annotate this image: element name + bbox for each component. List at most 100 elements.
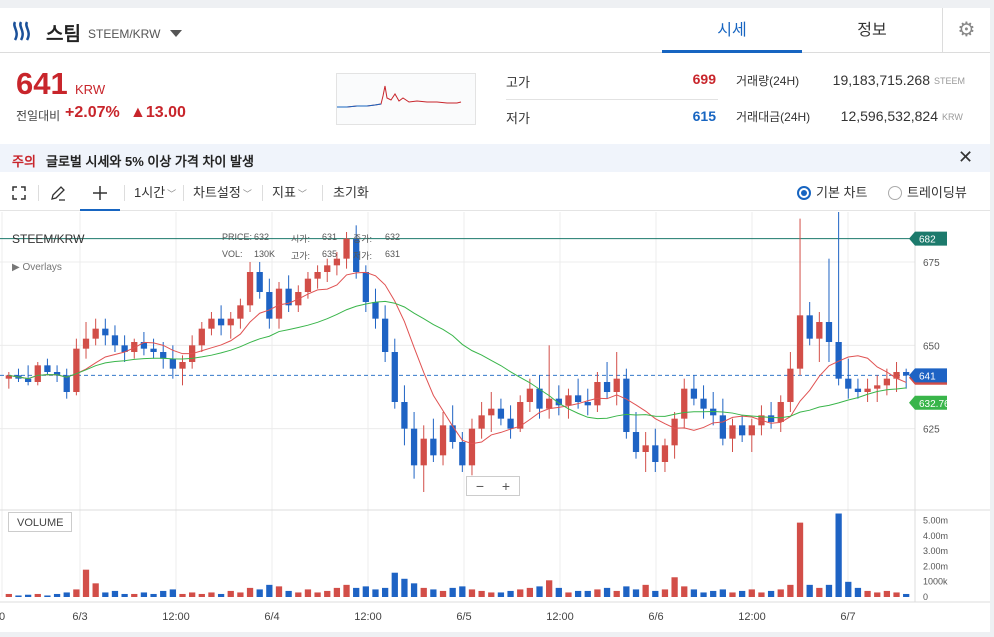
toolbar-divider [124, 185, 125, 201]
high-value: 699 [692, 71, 716, 87]
overlays-toggle[interactable]: ▶ Overlays [12, 262, 62, 273]
volume-bar [671, 577, 678, 597]
volume-bar [140, 592, 148, 597]
volume-bar [468, 589, 476, 597]
gear-icon[interactable]: ⚙ [942, 8, 990, 53]
time-tick-label: 6/6 [648, 611, 663, 623]
volume-bar [449, 587, 456, 597]
candle-body [401, 402, 408, 429]
low-value: 615 [692, 108, 716, 124]
candle-body [362, 272, 369, 302]
candle-body [459, 442, 466, 466]
fullscreen-icon[interactable] [12, 186, 26, 200]
ohlc-low: 631 [385, 249, 401, 259]
candle-body [102, 328, 109, 336]
reset-button[interactable]: 초기화 [333, 185, 369, 200]
notice-tag: 주의 [12, 154, 36, 169]
volume-bar [845, 581, 852, 597]
ohlc-close-label: 종가: [353, 234, 373, 244]
candle-body [497, 408, 505, 419]
time-tick-label: 12:00 [354, 611, 382, 623]
indicators-menu[interactable]: 지표 ﹀ [272, 175, 307, 211]
volume-bar [729, 592, 736, 597]
volume-bar [777, 589, 784, 597]
candle-body [835, 342, 842, 379]
candlestick-chart[interactable]: 625 650 675 0 6/3 12:00 6/4 12:00 6/5 12:00 6/6 12:… [0, 212, 990, 632]
candle-body [468, 428, 476, 466]
tab-price[interactable]: 시세 [662, 8, 802, 53]
volume-tick-label: 2.00m [923, 561, 948, 571]
chart-settings-menu[interactable]: 차트설정 ﹀ [193, 175, 252, 211]
crosshair-tool[interactable] [80, 175, 120, 211]
volume-24h-value: 19,183,715.268 [832, 72, 930, 88]
basic-chart-label[interactable]: 기본 차트 [816, 185, 868, 200]
candle-body [517, 402, 524, 429]
candle-body [787, 368, 794, 402]
volume-button[interactable]: VOLUME [8, 512, 73, 532]
volume-bar [24, 594, 32, 597]
volume-bar [652, 590, 659, 597]
volume-unit: STEEM [934, 76, 966, 86]
volume-bar [160, 590, 167, 597]
candle-body [488, 408, 495, 416]
volume-bar [835, 513, 842, 597]
tab-info[interactable]: 정보 [857, 22, 887, 39]
candle-body [555, 398, 562, 406]
candle-body [874, 385, 881, 389]
candle-body [217, 318, 225, 326]
volume-bar [34, 593, 41, 597]
volume-bar [893, 592, 900, 597]
volume-bar [565, 592, 572, 597]
price-chart-area[interactable]: 625 650 675 0 6/3 12:00 6/4 12:00 6/5 12:00 6/6 12:… [0, 212, 990, 632]
candle-body [73, 348, 80, 392]
ohlc-price-label: PRICE: [222, 232, 253, 242]
volume-bar [343, 584, 350, 597]
zoom-in-button[interactable]: + [501, 478, 511, 494]
volume-bar [44, 595, 51, 597]
toolbar-divider [183, 185, 184, 201]
ohlc-open-label: 시가: [291, 234, 311, 244]
candle-body [507, 418, 514, 429]
interval-label: 1시간 [134, 185, 166, 200]
current-price-label: 641 [919, 371, 936, 382]
close-icon[interactable]: ✕ [958, 147, 974, 167]
pencil-icon[interactable] [50, 185, 66, 201]
candle-body [478, 415, 485, 429]
candle-body [208, 318, 215, 329]
stats-divider [506, 99, 718, 100]
high-label: 고가 [506, 75, 530, 90]
level-price-tag [909, 231, 947, 246]
chart-settings-label: 차트설정 [193, 185, 241, 200]
volume-bar [796, 522, 804, 597]
time-tick-label: 0 [0, 611, 5, 623]
interval-select[interactable]: 1시간 ﹀ [134, 175, 176, 211]
candle-body [121, 345, 128, 352]
volume-bar [285, 590, 292, 597]
ma-long-price-tag [909, 395, 947, 410]
app-window: 스팀 STEEM/KRW 시세 정보 ⚙ 641 KRW 전일대비 +2.07%… [0, 8, 990, 632]
time-tick-label: 12:00 [546, 611, 574, 623]
volume-bar [661, 589, 669, 597]
tradingview-radio[interactable] [888, 186, 902, 200]
overlays-label: Overlays [22, 262, 62, 273]
tradingview-label[interactable]: 트레이딩뷰 [907, 185, 967, 200]
zoom-out-button[interactable]: − [475, 478, 485, 494]
volume-bar [102, 592, 109, 597]
volume-bar [488, 592, 495, 597]
indicators-label: 지표 [272, 185, 296, 200]
volume-bar [603, 587, 611, 597]
low-label: 저가 [506, 111, 530, 126]
volume-bar [517, 589, 524, 597]
candle-body [661, 445, 669, 462]
coin-dropdown-icon[interactable] [170, 30, 182, 37]
volume-tick-label: 5.00m [923, 516, 948, 526]
volume-bar [314, 592, 321, 597]
basic-chart-radio[interactable] [797, 186, 811, 200]
candle-body [690, 388, 698, 399]
level-price-label: 682 [919, 235, 936, 246]
current-price-tag [909, 368, 947, 383]
volume-tick-label: 4.00m [923, 531, 948, 541]
candle-body [623, 378, 630, 432]
volume-bar [246, 587, 254, 597]
price-tick-label: 650 [923, 341, 940, 352]
